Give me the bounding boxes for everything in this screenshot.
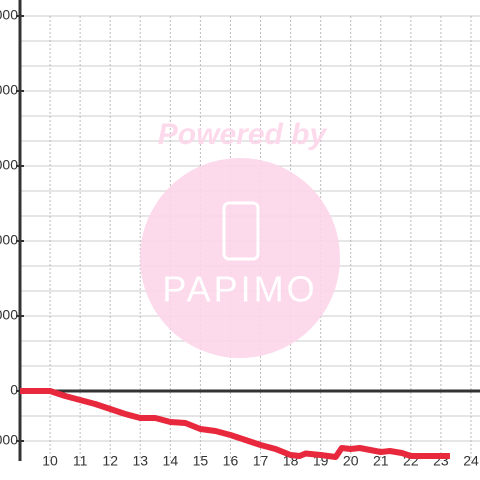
grid-layer <box>20 15 480 461</box>
x-tick-label: 17 <box>253 453 269 469</box>
x-tick-label: 12 <box>102 453 118 469</box>
watermark-icon <box>222 201 260 261</box>
x-tick-label: 14 <box>163 453 179 469</box>
x-tick-label: 21 <box>373 453 389 469</box>
x-tick-label: 13 <box>132 453 148 469</box>
x-tick-label: 11 <box>73 453 88 469</box>
watermark: Powered by PAPIMO <box>140 118 340 358</box>
y-tick-label: 0 <box>10 382 18 398</box>
data-line <box>20 388 450 460</box>
watermark-text: Powered by <box>158 118 328 151</box>
y-tick-label: 90,000 <box>0 157 18 173</box>
y-tick-label: 60,000 <box>0 232 18 248</box>
x-tick-label: 24 <box>463 453 479 469</box>
y-tick-label: 150,000 <box>0 7 18 23</box>
y-tick-label: -20,000 <box>0 432 18 448</box>
x-tick-label: 15 <box>193 453 209 469</box>
x-tick-label: 20 <box>343 453 359 469</box>
y-tick-label: 30,000 <box>0 307 18 323</box>
x-tick-label: 16 <box>223 453 239 469</box>
plot-layer: -20,000 0 30,000 60,000 90,000 120,000 150,000… <box>0 0 480 469</box>
watermark-logo: PAPIMO <box>162 269 317 310</box>
y-tick-label: 120,000 <box>0 82 18 98</box>
x-tick-label: 10 <box>42 453 58 469</box>
